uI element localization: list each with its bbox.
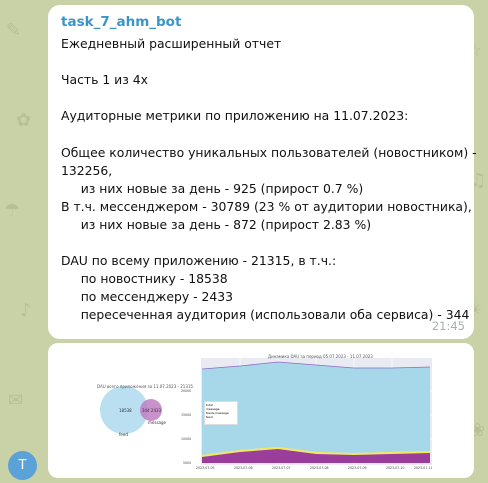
x-tick: 2023-07-11: [414, 466, 433, 470]
report-image: [100, 358, 432, 465]
legend-feed-message: feed+message: [206, 411, 229, 415]
x-tick: 2023-07-08: [310, 466, 329, 470]
venn-feed-label: feed: [119, 432, 128, 437]
message-area: [202, 449, 430, 463]
y-tick: 10000: [181, 437, 192, 441]
legend-feed: feed: [206, 415, 213, 419]
x-tick: 2023-07-09: [348, 466, 367, 470]
doodle-icon: ♫: [470, 170, 487, 191]
sender-name[interactable]: task_7_ahm_bot: [61, 14, 182, 30]
x-tick: 2023-07-06: [234, 466, 253, 470]
venn-title: DAU всего приложения за 11.07.2023 - 213…: [97, 384, 193, 389]
x-tick: 2023-07-07: [272, 466, 291, 470]
photo-attachment[interactable]: [48, 343, 474, 478]
doodle-icon: ✉: [8, 390, 24, 411]
venn-message-circle: [140, 399, 162, 421]
area-chart-legend: total message feed+message feed: [204, 401, 238, 425]
bot-avatar[interactable]: T: [8, 451, 37, 480]
doodle-icon: ♪: [20, 300, 32, 321]
y-tick: 5000: [183, 461, 192, 465]
venn-feed-value: 18538: [119, 408, 132, 413]
x-tick: 2023-07-05: [196, 466, 215, 470]
doodle-icon: ✎: [6, 20, 22, 41]
y-tick: 15000: [181, 413, 192, 417]
doodle-icon: ☂: [4, 200, 21, 221]
doodle-icon: ✿: [16, 110, 32, 131]
venn-message-label: message: [148, 420, 166, 425]
message-bubble[interactable]: task_7_ahm_bot Ежедневный расширенный от…: [48, 5, 477, 339]
venn-message-value: 344 2433: [142, 408, 162, 413]
total-line: [201, 361, 431, 370]
x-tick: 2023-07-10: [386, 466, 405, 470]
message-time: 21:45: [431, 319, 465, 333]
message-text: Ежедневный расширенный отчет Часть 1 из …: [61, 36, 477, 323]
y-tick: 20000: [181, 389, 192, 393]
area-chart-title: Динамика DAU за период 05.07.2023 - 11.0…: [268, 354, 373, 359]
feed-area: [202, 362, 430, 455]
legend-message: message: [206, 407, 220, 411]
venn-feed-circle: [100, 386, 148, 434]
legend-total: total: [206, 403, 213, 407]
